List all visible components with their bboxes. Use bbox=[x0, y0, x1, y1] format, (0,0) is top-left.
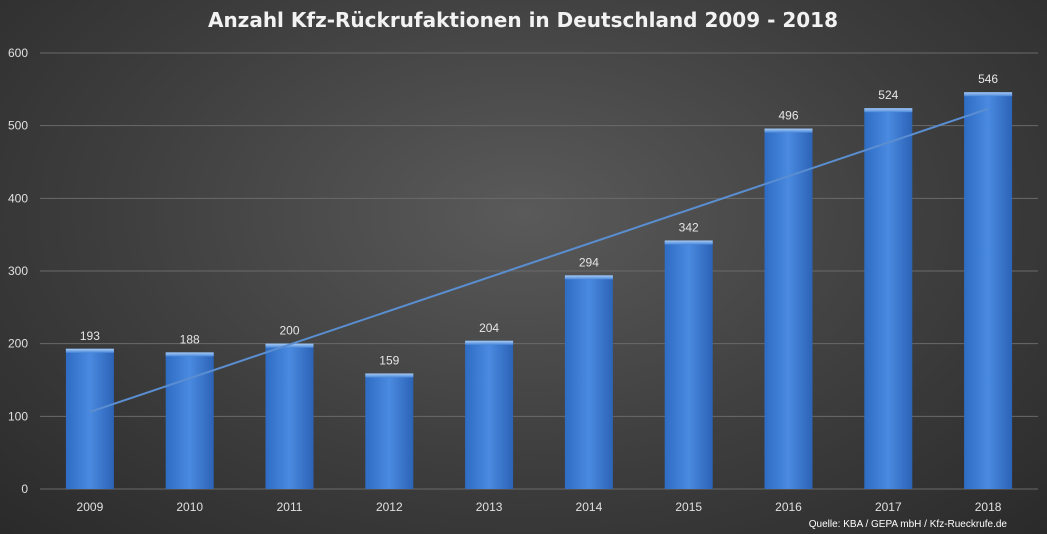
bar-2010 bbox=[165, 352, 214, 489]
bar-cap-2014 bbox=[564, 275, 613, 280]
bar-2016 bbox=[764, 128, 813, 489]
bar-cap-2016 bbox=[764, 128, 813, 133]
x-tick-label: 2016 bbox=[775, 500, 802, 514]
bar-cap-2018 bbox=[964, 92, 1013, 97]
bar-cap-2011 bbox=[265, 343, 314, 348]
x-tick-label: 2018 bbox=[975, 500, 1002, 514]
bar-2015 bbox=[664, 240, 713, 489]
y-tick-label: 300 bbox=[8, 264, 28, 278]
y-tick-label: 100 bbox=[8, 409, 28, 423]
data-label-2016: 496 bbox=[778, 109, 798, 123]
bars bbox=[65, 92, 1013, 490]
y-tick-label: 200 bbox=[8, 337, 28, 351]
data-label-2011: 200 bbox=[279, 324, 299, 338]
bar-cap-2010 bbox=[165, 352, 214, 357]
x-tick-label: 2015 bbox=[675, 500, 702, 514]
x-tick-label: 2017 bbox=[875, 500, 902, 514]
y-tick-label: 500 bbox=[8, 119, 28, 133]
bar-2012 bbox=[365, 373, 414, 489]
data-labels: 193 188 200 159 204 294 342 496 524 546 bbox=[80, 72, 999, 367]
data-label-2015: 342 bbox=[679, 220, 699, 234]
trendline-line bbox=[89, 107, 989, 413]
bar-2018 bbox=[964, 92, 1013, 490]
source-note: Quelle: KBA / GEPA mbH / Kfz-Rueckrufe.d… bbox=[809, 519, 1008, 530]
data-label-2014: 294 bbox=[579, 255, 599, 269]
data-label-2013: 204 bbox=[479, 321, 499, 335]
y-tick-label: 400 bbox=[8, 191, 28, 205]
bar-2011 bbox=[265, 343, 314, 489]
bar-cap-2015 bbox=[664, 240, 713, 245]
x-tick-label: 2010 bbox=[176, 500, 203, 514]
trendline bbox=[89, 107, 989, 413]
chart-title: Anzahl Kfz-Rückrufaktionen in Deutschlan… bbox=[208, 8, 838, 32]
x-tick-label: 2014 bbox=[576, 500, 603, 514]
x-tick-label: 2009 bbox=[77, 500, 104, 514]
data-label-2010: 188 bbox=[180, 332, 200, 346]
y-tick-label: 600 bbox=[8, 46, 28, 60]
bar-cap-2017 bbox=[864, 108, 913, 113]
x-tick-label: 2013 bbox=[476, 500, 503, 514]
bar-2017 bbox=[864, 108, 913, 489]
y-tick-label: 0 bbox=[21, 482, 28, 496]
bar-2014 bbox=[564, 275, 613, 489]
data-label-2009: 193 bbox=[80, 329, 100, 343]
bar-2009 bbox=[65, 348, 114, 489]
x-tick-label: 2012 bbox=[376, 500, 403, 514]
bar-2013 bbox=[465, 340, 514, 489]
data-label-2012: 159 bbox=[379, 353, 399, 367]
bar-cap-2012 bbox=[365, 373, 414, 378]
y-axis: 0 100 200 300 400 500 600 bbox=[8, 46, 28, 496]
x-axis: 2009 2010 2011 2012 2013 2014 2015 2016 2017 2018 bbox=[77, 500, 1002, 514]
bar-cap-2009 bbox=[65, 348, 114, 353]
bar-cap-2013 bbox=[465, 340, 514, 345]
data-label-2017: 524 bbox=[878, 88, 898, 102]
data-label-2018: 546 bbox=[978, 72, 998, 86]
x-tick-label: 2011 bbox=[277, 500, 303, 514]
